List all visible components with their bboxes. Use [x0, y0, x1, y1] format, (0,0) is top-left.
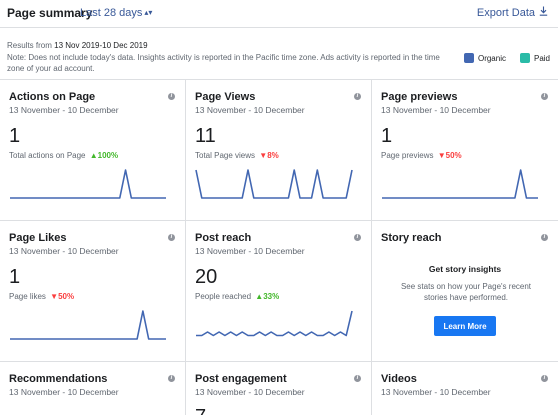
export-data-label: Export Data: [476, 7, 535, 19]
page-title: Page summary: [7, 6, 93, 20]
info-icon[interactable]: i: [168, 234, 175, 241]
results-range: 13 Nov 2019-10 Dec 2019: [54, 41, 148, 50]
story-insights-body: See stats on how your Page's recent stor…: [400, 282, 532, 302]
info-icon[interactable]: i: [354, 375, 361, 382]
card-page-likes[interactable]: Page Likes i 13 November - 10 December 1…: [0, 221, 186, 362]
card-post-reach[interactable]: Post reach i 13 November - 10 December 2…: [186, 221, 372, 362]
change-badge: ▼50%: [437, 151, 462, 160]
card-date: 13 November - 10 December: [9, 246, 119, 256]
sparkline-chart: [196, 310, 353, 337]
page-summary-header: Page summary Last 28 days ▴▾ Export Data: [0, 0, 558, 28]
info-icon[interactable]: i: [541, 234, 548, 241]
organic-swatch: [463, 53, 474, 63]
sparkline-chart: [10, 169, 166, 199]
card-subtitle-text: Total actions on Page: [9, 151, 86, 160]
sparkline-series-organic: [195, 169, 353, 199]
card-value: 20: [195, 266, 218, 288]
card-date: 13 November - 10 December: [195, 105, 305, 115]
card-date: 13 November - 10 December: [381, 105, 491, 115]
card-page-views[interactable]: Page Views i 13 November - 10 December 1…: [186, 80, 372, 221]
card-title: Post reach: [195, 232, 252, 244]
card-title: Story reach: [381, 232, 442, 244]
card-title: Actions on Page: [9, 91, 96, 103]
card-title: Page previews: [381, 91, 458, 103]
sparkline-series-organic: [196, 310, 353, 337]
results-range-line: Results from 13 Nov 2019-10 Dec 2019: [7, 40, 457, 52]
card-title: Recommendations: [9, 373, 108, 385]
sparkline-series-organic: [10, 310, 166, 340]
card-date: 13 November - 10 December: [9, 105, 119, 115]
card-subtitle-text: Page likes: [9, 292, 46, 301]
results-note: Results from 13 Nov 2019-10 Dec 2019 Not…: [7, 40, 457, 75]
card-title: Post engagement: [195, 373, 287, 385]
card-videos[interactable]: Videos i 13 November - 10 December: [372, 362, 558, 415]
change-value: 50%: [445, 151, 462, 160]
card-subtitle-text: People reached: [195, 292, 252, 301]
sparkline-series-organic: [382, 169, 538, 199]
legend-paid: Paid: [519, 53, 550, 63]
info-icon[interactable]: i: [541, 93, 548, 100]
sparkline-chart: [10, 310, 166, 340]
card-recommendations[interactable]: Recommendations i 13 November - 10 Decem…: [0, 362, 186, 415]
legend-organic: Organic: [463, 53, 506, 63]
info-icon[interactable]: i: [354, 93, 361, 100]
card-post-engagement[interactable]: Post engagement i 13 November - 10 Decem…: [186, 362, 372, 415]
story-insights-heading: Get story insights: [428, 264, 502, 274]
card-value: 1: [9, 266, 21, 288]
change-value: 8%: [267, 151, 279, 160]
card-date: 13 November - 10 December: [381, 387, 491, 397]
download-icon: [539, 6, 548, 19]
sparkline-chart: [382, 169, 538, 199]
card-value: 1: [9, 125, 21, 147]
card-subtitle-text: Page previews: [381, 151, 434, 160]
card-date: 13 November - 10 December: [195, 387, 305, 397]
info-icon[interactable]: i: [541, 375, 548, 382]
change-badge: ▲33%: [255, 292, 280, 301]
legend: Organic Paid: [450, 53, 550, 63]
change-value: 100%: [97, 151, 119, 160]
change-value: 33%: [263, 292, 280, 301]
card-title: Videos: [381, 373, 417, 385]
change-badge: ▼8%: [259, 151, 279, 160]
card-subtitle: Total actions on Page ▲100%: [9, 151, 118, 160]
card-subtitle: Total Page views ▼8%: [195, 151, 279, 160]
sort-caret-icon: ▴▾: [144, 8, 153, 17]
card-date: 13 November - 10 December: [9, 387, 119, 397]
info-icon[interactable]: i: [354, 234, 361, 241]
card-subtitle: Page likes ▼50%: [9, 292, 74, 301]
card-value: 1: [381, 125, 393, 147]
info-icon[interactable]: i: [168, 93, 175, 100]
card-value-partial: 7: [195, 406, 206, 415]
card-title: Page Likes: [9, 232, 67, 244]
summary-grid: Actions on Page i 13 November - 10 Decem…: [0, 79, 558, 415]
date-range-label: Last 28 days: [80, 7, 143, 19]
change-badge: ▼50%: [50, 292, 75, 301]
card-story-reach: Story reach i Get story insights See sta…: [372, 221, 558, 362]
change-badge: ▲100%: [89, 151, 119, 160]
results-prefix: Results from: [7, 41, 52, 50]
legend-organic-label: Organic: [477, 53, 506, 63]
legend-paid-label: Paid: [533, 53, 550, 63]
paid-swatch: [519, 53, 530, 63]
date-range-dropdown[interactable]: Last 28 days ▴▾: [80, 7, 152, 19]
card-value: 11: [195, 125, 216, 147]
sparkline-chart: [195, 169, 353, 199]
card-subtitle-text: Total Page views: [195, 151, 256, 160]
sparkline-series-organic: [10, 169, 166, 199]
card-page-previews[interactable]: Page previews i 13 November - 10 Decembe…: [372, 80, 558, 221]
card-subtitle: People reached ▲33%: [195, 292, 279, 301]
card-date: 13 November - 10 December: [195, 246, 305, 256]
card-subtitle: Page previews ▼50%: [381, 151, 462, 160]
card-title: Page Views: [195, 91, 256, 103]
learn-more-button[interactable]: Learn More: [434, 316, 496, 336]
note-text: Note: Does not include today's data. Ins…: [7, 52, 440, 74]
change-value: 50%: [58, 292, 75, 301]
info-icon[interactable]: i: [168, 375, 175, 382]
card-actions-on-page[interactable]: Actions on Page i 13 November - 10 Decem…: [0, 80, 186, 221]
export-data-button[interactable]: Export Data: [477, 6, 548, 19]
